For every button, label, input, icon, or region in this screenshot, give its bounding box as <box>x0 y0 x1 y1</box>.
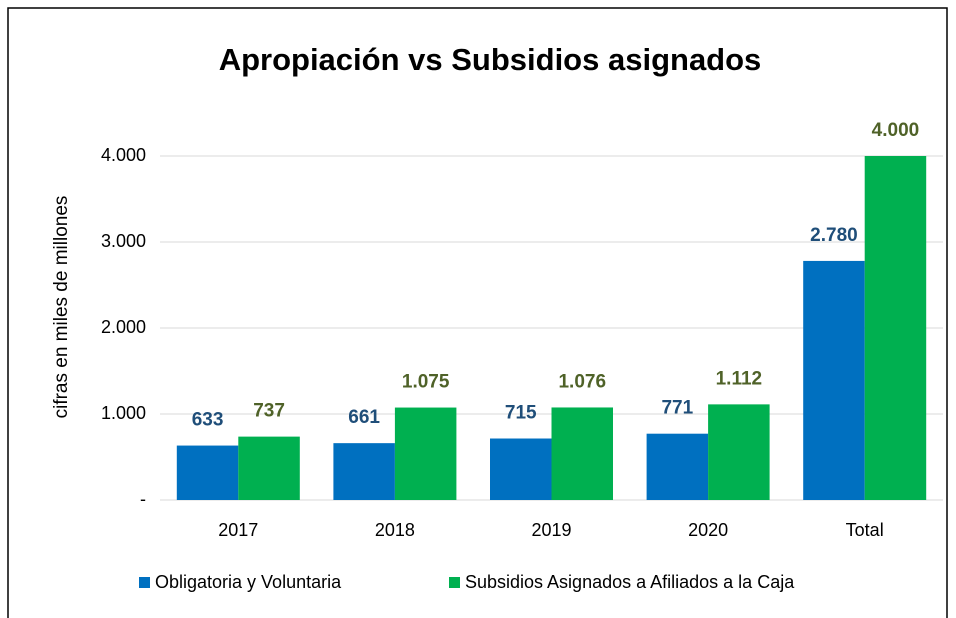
y-tick-label: 3.000 <box>101 231 146 251</box>
x-tick-label: 2017 <box>218 520 258 540</box>
data-label: 1.076 <box>558 371 606 392</box>
bar <box>238 436 300 500</box>
bar <box>333 443 395 500</box>
data-label: 771 <box>661 398 693 419</box>
data-label: 661 <box>348 407 380 428</box>
data-label: 1.075 <box>402 372 450 393</box>
data-label: 4.000 <box>872 120 920 141</box>
bar <box>490 438 552 500</box>
bar <box>394 407 457 500</box>
x-tick-label: Total <box>846 520 884 540</box>
data-label: 1.112 <box>716 368 763 389</box>
data-label: 737 <box>253 401 285 422</box>
bar <box>708 404 770 500</box>
bar <box>551 407 613 500</box>
legend-label: Obligatoria y Voluntaria <box>155 572 342 592</box>
y-tick-label: 1.000 <box>101 403 146 423</box>
chart-title: Apropiación vs Subsidios asignados <box>219 42 762 77</box>
legend-swatch <box>139 577 150 588</box>
x-tick-label: 2020 <box>688 520 728 540</box>
bar <box>176 445 239 500</box>
chart-border <box>7 7 948 618</box>
legend-swatch <box>449 577 460 588</box>
bar <box>864 156 927 500</box>
y-tick-label: 4.000 <box>101 145 146 165</box>
y-axis-label: cifras en miles de millones <box>51 196 72 419</box>
x-tick-label: 2019 <box>531 520 571 540</box>
data-label: 715 <box>505 403 537 424</box>
y-tick-label: - <box>140 489 146 509</box>
bar <box>803 260 865 500</box>
data-label: 2.780 <box>810 225 858 246</box>
bar <box>646 433 709 500</box>
legend-label: Subsidios Asignados a Afiliados a la Caj… <box>465 572 795 592</box>
data-label: 633 <box>192 410 224 431</box>
x-tick-label: 2018 <box>375 520 415 540</box>
y-tick-label: 2.000 <box>101 317 146 337</box>
